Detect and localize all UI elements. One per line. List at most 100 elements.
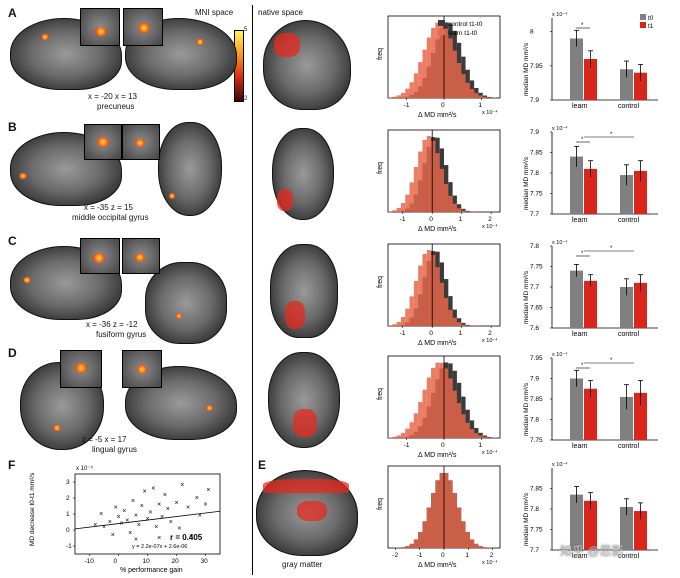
barchart-b: x 10⁻⁴ 7.7 7.75 7.8 7.85 7.9 median MD mm²/s le… [523,125,658,224]
bar-ytick-label: 7.85 [530,396,543,403]
zoom-inset-a1 [80,8,120,46]
scatter-point: × [137,522,141,529]
hist-bar-learn [474,93,479,98]
hist-bar-learn [456,208,462,212]
scatter-point: × [148,509,152,516]
bar-ytick-label: 7.75 [530,527,543,534]
hist-bar-learn [482,547,488,548]
hist-bar-learn [405,428,410,438]
zoom-inset-c2 [122,238,160,274]
hist-bar-learn [478,435,483,438]
bar-t0-learn [570,270,583,328]
hist-bar-learn [448,195,453,212]
hist-bar-learn [409,422,414,438]
barchart-d: x 10⁻⁴ 7.75 7.8 7.85 7.9 7.95 median MD mm²/s l… [523,351,658,450]
histogram-d: -1 0 1 freq Δ MD mm²/s x 10⁻⁴ [377,355,501,459]
mni-space-label: MNI space [195,8,234,17]
hist-bar-learn [452,492,457,548]
scatter-point: × [125,517,129,524]
hist-bar-learn [448,480,453,548]
region-d: lingual gyrus [92,445,137,454]
scatter-point: × [186,505,190,512]
hist-bar-control [461,208,466,212]
colorbar-min: 2 [244,96,248,102]
hist-bar-learn [452,50,457,98]
hist-bar-learn [444,472,449,548]
hist-bar-learn [422,253,427,326]
hist-bar-learn [452,390,457,438]
panel-label-b: B [8,120,17,134]
scatter-point: × [175,500,179,507]
hist-bar-learn [413,167,419,212]
scatter-point: × [146,516,150,523]
hist-legend-label: control t1-t0 [448,21,483,28]
bar-ytick-label: 7.95 [530,63,543,70]
zoom-inset-d1 [60,350,102,388]
bar-t1-learn [584,280,597,328]
hist-xtick-label: -1 [404,102,410,109]
bar-t1-learn [584,59,597,100]
hist-bar-control [487,96,492,98]
bar-ylabel: median MD mm²/s [523,156,530,210]
hist-bar-learn [444,368,449,438]
hist-xlabel: Δ MD mm²/s [418,562,457,569]
hist-xexp: x 10⁻⁴ [482,223,498,230]
hist-bar-learn [469,89,475,98]
scatter-point: × [99,511,103,518]
panel-label-e: E [258,458,267,472]
bar-ytick-label: 7.75 [530,264,543,271]
hist-xtick-label: 0 [429,330,433,337]
hist-xtick-label: -1 [400,216,406,223]
histogram-b: -1 0 1 2 freq Δ MD mm²/s x 10⁻⁴ [377,129,501,233]
hist-bar-learn [461,210,466,212]
hist-bar-learn [431,140,436,212]
scatter-point: × [169,519,173,526]
hist-bar-learn [456,63,462,98]
hist-xtick-label: 0 [441,442,445,449]
bar-t0-learn [570,494,583,550]
scatter-point: × [177,525,181,532]
hist-xtick-label: 0 [441,102,445,109]
sig-star: * [581,251,584,257]
hist-xlabel: Δ MD mm²/s [418,226,457,233]
scatter-xtick-label: -10 [85,558,95,565]
scatter-point: × [134,537,138,544]
panel-label-f: F [8,458,16,472]
bar-ytick-label: 7.7 [530,547,539,554]
hist-bar-learn [474,433,479,438]
scatter-point: × [128,530,132,537]
hist-bar-learn [465,211,470,212]
bar-t1-learn [584,500,597,550]
hist-bar-learn [400,432,406,438]
scatter-point: × [143,489,147,496]
bar-ytick-label: 7.8 [530,506,539,513]
bar-ytick-label: 7.85 [530,486,543,493]
scatter-ytick-label: -1 [66,543,72,550]
hist-bar-control [456,204,462,212]
panel-label-c: C [8,234,17,248]
bar-t0-control [620,287,633,328]
scatter-point: × [204,501,208,508]
hist-bar-learn [422,49,427,98]
hist-bar-learn [426,250,432,326]
hist-bar-control [461,322,466,326]
hist-bar-learn [461,74,466,98]
bar-ytick-label: 7.7 [530,211,539,218]
colorbar-max: 5 [244,27,248,33]
hist-xtick-label: 2 [488,330,492,337]
hist-bar-learn [418,265,423,326]
hist-xlabel: Δ MD mm²/s [418,452,457,459]
bar-t1-control [634,170,647,214]
hist-bar-learn [469,429,475,438]
bar-category-label: learn [572,331,588,338]
hist-bar-learn [461,324,466,326]
hist-bar-learn [405,194,410,212]
bar-t1-learn [584,168,597,214]
histogram-a: -1 0 1 freq Δ MD mm²/s x 10⁻⁴ control t1-t0 lea… [377,15,501,119]
scatter-point: × [166,506,170,513]
bar-ytick-label: 7.95 [530,355,543,362]
bar-ylabel: median MD mm²/s [523,382,530,436]
hist-bar-learn [426,37,432,98]
